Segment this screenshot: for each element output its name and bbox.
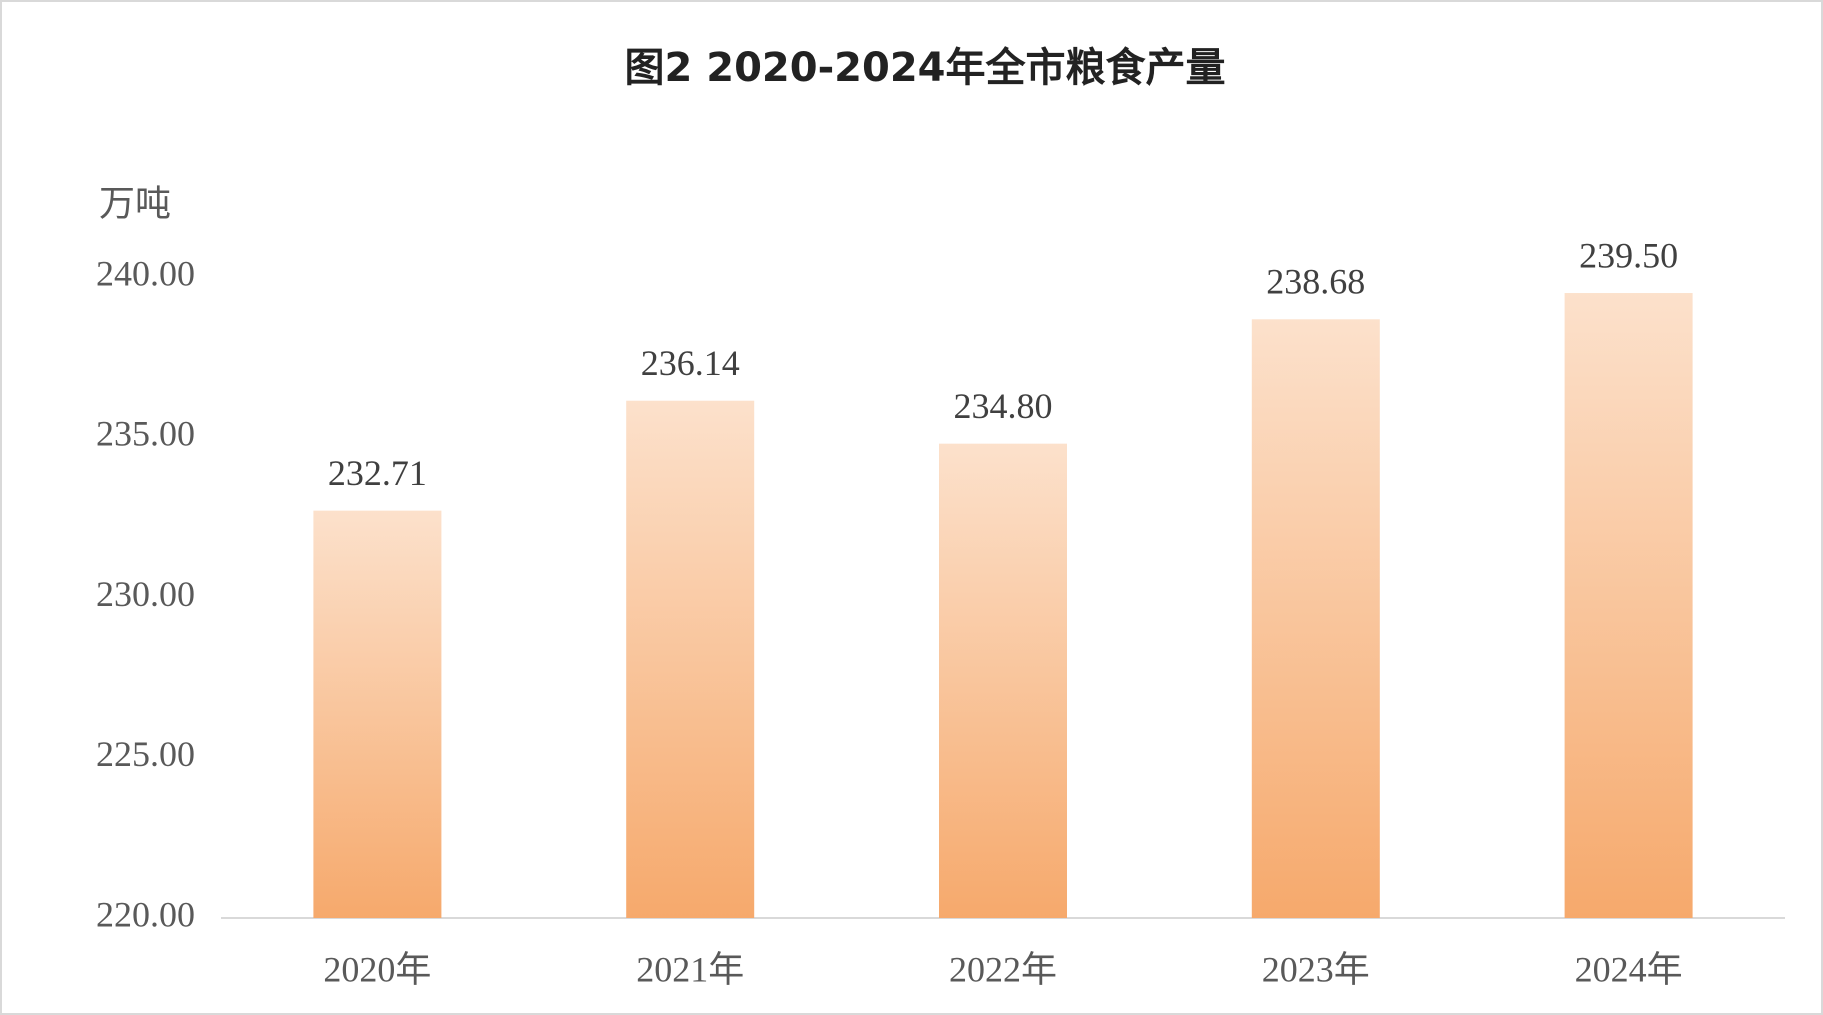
data-label: 238.68	[1266, 262, 1365, 302]
x-tick-label: 2023年	[1262, 949, 1370, 989]
y-axis-unit: 万吨	[99, 183, 171, 223]
bar	[313, 510, 442, 918]
data-label: 234.80	[954, 386, 1053, 426]
bar	[626, 400, 755, 918]
bar	[1251, 319, 1380, 918]
x-tick-label: 2022年	[949, 949, 1057, 989]
y-tick-label: 225.00	[96, 734, 195, 774]
y-tick-label: 235.00	[96, 414, 195, 454]
y-tick-label: 230.00	[96, 574, 195, 614]
chart-title: 图2 2020-2024年全市粮食产量	[624, 45, 1225, 91]
y-tick-label: 240.00	[96, 253, 195, 293]
bar	[1564, 293, 1693, 918]
bar	[939, 443, 1067, 918]
data-label: 239.50	[1579, 235, 1678, 275]
y-tick-label: 220.00	[96, 894, 195, 934]
x-tick-label: 2021年	[636, 949, 744, 989]
data-label: 236.14	[641, 343, 740, 383]
data-label: 232.71	[328, 453, 427, 493]
x-tick-label: 2024年	[1575, 949, 1683, 989]
x-tick-label: 2020年	[323, 949, 431, 989]
